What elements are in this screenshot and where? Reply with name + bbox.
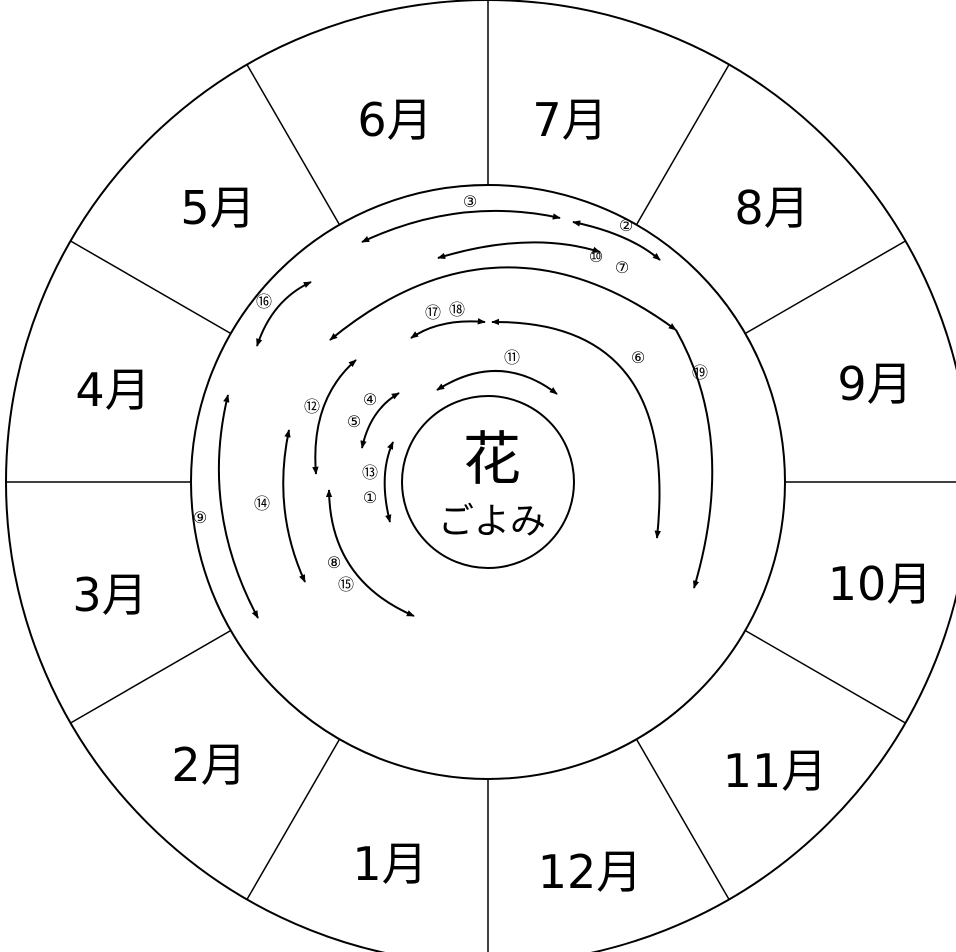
marker-18: ⑱ [449, 300, 465, 319]
month-label-9: 9月 [837, 357, 912, 411]
marker-1: ① [363, 488, 377, 507]
month-divider-line [70, 240, 232, 335]
month-divider-line [246, 64, 341, 226]
marker-5: ⑤ [347, 412, 361, 431]
arrow-17-18 [410, 318, 486, 339]
arrow-6 [491, 318, 661, 539]
month-label-11: 11月 [723, 744, 828, 798]
arrow-9 [217, 394, 259, 619]
arrow-10-7 [437, 241, 601, 259]
month-divider-line [246, 738, 341, 900]
arrow-8-15 [325, 489, 415, 617]
marker-10: ⑩ [589, 247, 603, 266]
marker-2: ② [619, 216, 633, 235]
month-label-2: 2月 [171, 738, 246, 792]
marker-15: ⑮ [338, 575, 354, 594]
month-divider-line [744, 240, 906, 335]
bloom-arrows [217, 209, 714, 619]
month-label-7: 7月 [532, 93, 607, 147]
marker-4: ④ [363, 390, 377, 409]
marker-3: ③ [463, 192, 477, 211]
center-subtitle: ごよみ [438, 501, 546, 542]
month-divider-line [70, 629, 232, 724]
arrow-11 [436, 370, 558, 395]
marker-14: ⑭ [254, 494, 270, 513]
month-label-10: 10月 [828, 557, 933, 611]
marker-19: ⑲ [692, 363, 708, 382]
marker-8: ⑧ [327, 553, 341, 572]
month-label-1: 1月 [352, 837, 427, 891]
marker-13: ⑬ [362, 463, 378, 482]
month-label-5: 5月 [180, 181, 255, 235]
marker-17: ⑰ [425, 303, 441, 322]
arrow-12 [312, 359, 357, 475]
arrow-3 [361, 209, 561, 243]
marker-6: ⑥ [631, 348, 645, 367]
arrow-16 [256, 281, 312, 347]
marker-7: ⑦ [615, 258, 629, 277]
center-title: 花 [463, 425, 521, 493]
month-divider-line [744, 629, 906, 724]
arrow-19-right [675, 329, 714, 589]
marker-9: ⑨ [193, 508, 207, 527]
month-divider-line [635, 64, 730, 226]
marker-16: ⑯ [256, 292, 272, 311]
arrow-2 [572, 220, 661, 261]
arrow-14 [282, 429, 306, 583]
month-dividers [6, 0, 956, 952]
month-label-6: 6月 [357, 93, 432, 147]
marker-11: ⑪ [504, 348, 520, 367]
month-label-4: 4月 [75, 363, 150, 417]
month-label-12: 12月 [538, 845, 643, 899]
arrow-4-5 [360, 392, 400, 449]
arrow-19 [329, 266, 677, 341]
marker-12: ⑫ [304, 397, 320, 416]
month-label-8: 8月 [734, 181, 809, 235]
arrow-13-1 [383, 441, 394, 523]
month-label-3: 3月 [72, 568, 147, 622]
month-divider-line [635, 738, 730, 900]
